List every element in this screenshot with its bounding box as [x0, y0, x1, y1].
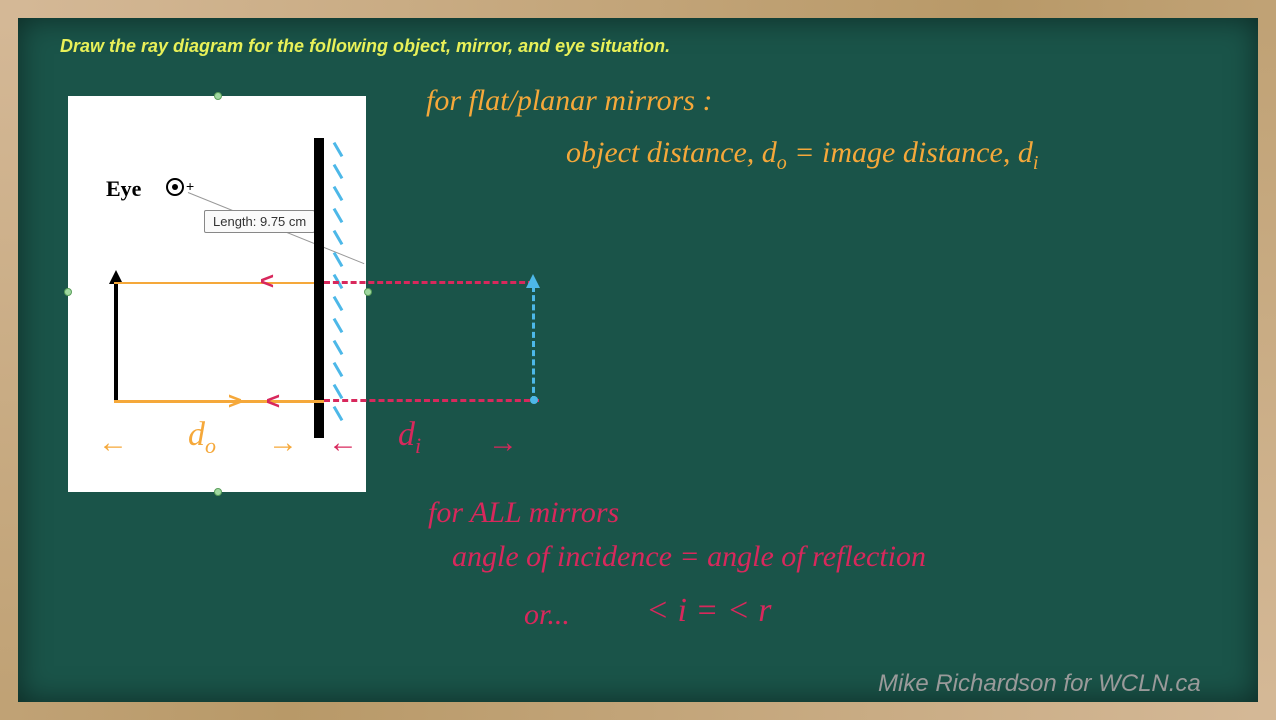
ray-bottom-virtual: [324, 399, 539, 402]
do-arrow-right-icon: →: [268, 426, 298, 460]
note-planar-line1: for flat/planar mirrors :: [426, 84, 712, 118]
ray-arrow-icon: <: [260, 268, 274, 296]
watermark: Mike Richardson for WCLN.ca: [878, 670, 1201, 698]
image-base-dot: [530, 396, 538, 404]
image-arrowhead: [526, 274, 540, 288]
note-all-line3b: < i = < r: [646, 592, 772, 630]
note-planar-line2: object distance, do = image distance, di: [566, 136, 1038, 175]
do-arrow-left-icon: ←: [98, 426, 128, 460]
length-tooltip: Length: 9.75 cm: [204, 210, 315, 233]
selection-handle[interactable]: [364, 288, 372, 296]
di-label: di: [398, 416, 421, 459]
di-arrow-right-icon: →: [488, 426, 518, 460]
di-sub: i: [415, 433, 421, 458]
ray-top-virtual: [324, 281, 534, 284]
image-arrow-shaft: [532, 286, 535, 402]
selection-handle[interactable]: [214, 92, 222, 100]
note-all-line2: angle of incidence = angle of reflection: [452, 540, 926, 574]
chalkboard: Draw the ray diagram for the following o…: [18, 18, 1258, 702]
mirror: [314, 138, 324, 438]
note-all-line3a: or...: [524, 598, 570, 632]
note-sub-i: i: [1033, 152, 1039, 174]
ray-arrow-icon: >: [228, 388, 242, 416]
principal-axis: [114, 400, 324, 403]
eye-label: Eye: [106, 176, 141, 202]
eye-icon: [166, 178, 184, 196]
di-arrow-left-icon: ←: [328, 426, 358, 460]
question-text: Draw the ray diagram for the following o…: [60, 36, 670, 57]
do-sub: o: [205, 433, 216, 458]
selection-handle[interactable]: [64, 288, 72, 296]
note-line2a: object distance, d: [566, 136, 777, 169]
note-sub-o: o: [777, 152, 787, 174]
di-text: d: [398, 416, 415, 453]
note-line2b: = image distance, d: [787, 136, 1033, 169]
do-label: do: [188, 416, 216, 459]
ray-top-incident: [114, 282, 314, 284]
selection-handle[interactable]: [214, 488, 222, 496]
note-all-line1: for ALL mirrors: [428, 496, 619, 530]
do-text: d: [188, 416, 205, 453]
object-arrow-shaft: [114, 280, 118, 402]
ray-arrow-icon: <: [266, 388, 280, 416]
